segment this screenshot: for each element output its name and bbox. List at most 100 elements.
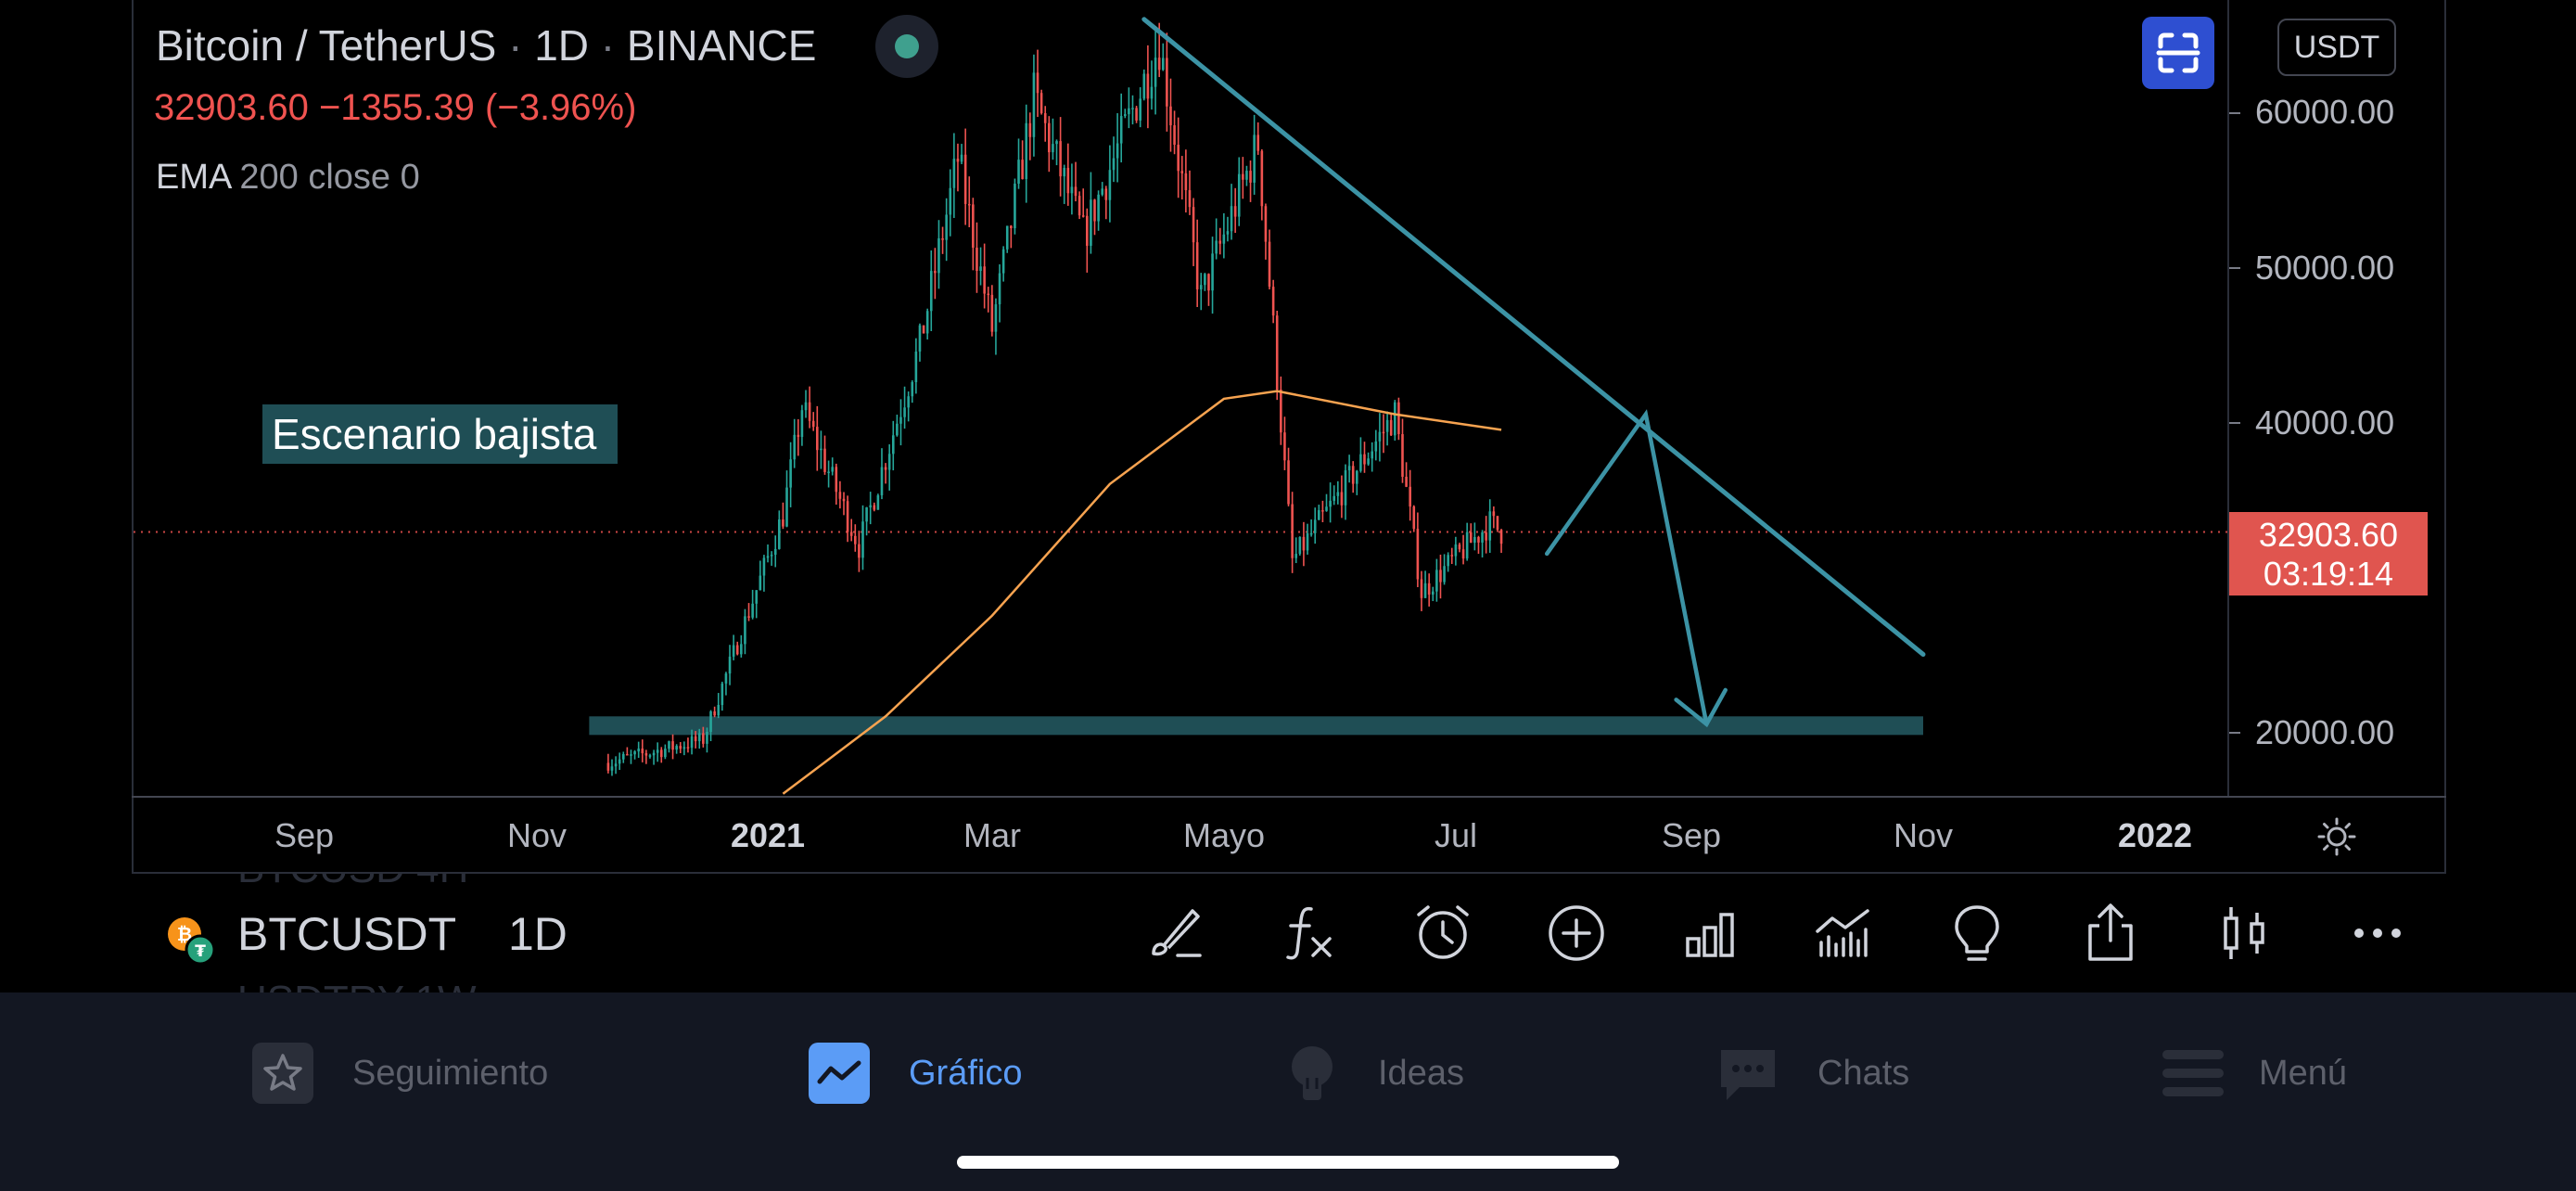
candle-body [1427, 583, 1431, 595]
candle-body [1108, 170, 1112, 200]
indicator-icon[interactable] [1808, 898, 1879, 968]
candle-body [1199, 285, 1203, 289]
candle-body [732, 645, 735, 657]
candle-body [865, 507, 868, 522]
candle-body [1245, 171, 1248, 180]
candle-body [1173, 125, 1176, 146]
share-icon[interactable] [2075, 898, 2146, 968]
candle-body [1298, 536, 1302, 555]
alarm-icon[interactable] [1408, 898, 1478, 968]
candle-body [1036, 72, 1039, 94]
tab-label: Ideas [1378, 1054, 1464, 1093]
brush-icon[interactable] [1141, 898, 1211, 968]
candle-body [1318, 510, 1320, 520]
fullscreen-button[interactable] [2142, 17, 2214, 89]
time-label-sep: Sep [1661, 816, 1722, 854]
candle-body [816, 427, 819, 451]
symbol-button[interactable]: BTCUSDT [237, 908, 457, 960]
candle-body [998, 273, 1001, 305]
plot-area [134, 17, 2227, 795]
legend-price-change: 32903.60 −1355.39 (−3.96%) [154, 87, 637, 128]
candle-body [1139, 98, 1141, 121]
legend-exchange: BINANCE [626, 21, 817, 70]
candle-body [869, 505, 872, 508]
candle-body [858, 544, 861, 558]
bottom-toolbar: BTCUSD 4H USDTRY 1W ₿ ₮ BTCUSDT 1D [132, 874, 2446, 992]
candle-body [751, 603, 754, 618]
candle-body [941, 237, 944, 240]
time-label-nov: Nov [1893, 816, 1954, 854]
currency-button[interactable]: USDT [2277, 19, 2396, 76]
candle-body [831, 467, 835, 472]
candle-body [1412, 506, 1416, 530]
candle-body [1052, 144, 1054, 153]
menu-icon [2162, 1050, 2224, 1096]
candle-body [983, 266, 986, 294]
candle-body [1028, 122, 1032, 137]
candle-body [1233, 206, 1237, 217]
candle-body [1025, 122, 1028, 180]
candle-body [618, 759, 621, 764]
candle-body [671, 741, 674, 750]
svg-text:₿: ₿ [177, 923, 192, 945]
candle-body [1333, 495, 1336, 501]
candle-body [717, 705, 721, 716]
candle-body [644, 753, 648, 756]
candle-body [1192, 207, 1195, 243]
bar-chart-icon[interactable] [1675, 898, 1745, 968]
candle-body [686, 747, 690, 749]
more-icon[interactable] [2342, 898, 2413, 968]
candle-body [1420, 579, 1423, 598]
add-icon[interactable] [1541, 898, 1612, 968]
candle-body [1032, 72, 1036, 137]
market-status-icon[interactable] [875, 15, 938, 78]
function-icon[interactable] [1274, 898, 1345, 968]
candle-body [1256, 134, 1260, 151]
candle-body [697, 733, 701, 742]
chart-settings-icon[interactable] [2316, 816, 2357, 857]
ema-indicator-legend[interactable]: EMA 200 close 0 [156, 158, 420, 198]
tab-label: Gráfico [909, 1054, 1023, 1093]
candle-body [1458, 544, 1461, 550]
ema-200-line [782, 390, 1502, 795]
candle-body [1340, 492, 1344, 506]
candle-body [1021, 160, 1024, 180]
interval-button[interactable]: 1D [508, 908, 567, 960]
candle-body [702, 733, 705, 744]
price-tick-40000: 40000.00 [2255, 403, 2395, 442]
candle-body [1101, 188, 1103, 195]
candle-body [1477, 536, 1480, 543]
candle-body [1074, 186, 1078, 197]
home-indicator [957, 1156, 1619, 1169]
candle-body [1017, 160, 1020, 185]
candle-body [1465, 531, 1469, 559]
price-chart[interactable] [0, 0, 2576, 874]
chart-icon [809, 1043, 870, 1104]
candle-body [770, 555, 773, 557]
idea-icon[interactable] [1942, 898, 2012, 968]
price-tickmark [2229, 422, 2240, 424]
candle-body [1363, 454, 1366, 465]
chart-border-right [2444, 0, 2446, 992]
candle-body [1325, 506, 1328, 511]
candle-body [1237, 173, 1241, 217]
candle-body [849, 531, 853, 536]
candle-body [884, 467, 887, 470]
tab-label: Chats [1817, 1054, 1910, 1093]
candle-body [1447, 555, 1449, 567]
candle-body [1291, 504, 1294, 558]
support-zone [589, 716, 1923, 736]
candle-body [1469, 531, 1473, 544]
candle-body [1454, 544, 1458, 557]
candles-icon[interactable] [2209, 898, 2279, 968]
candle-body [1048, 122, 1051, 153]
text-annotation[interactable]: Escenario bajista [262, 404, 618, 464]
candle-body [1283, 432, 1286, 461]
price-tick-20000: 20000.00 [2255, 713, 2395, 751]
candle-body [876, 494, 880, 510]
candle-body [1294, 554, 1298, 558]
candle-body [709, 711, 712, 733]
symbol-legend[interactable]: Bitcoin / TetherUS · 1D · BINANCE [156, 20, 816, 70]
candle-body [1157, 58, 1161, 70]
candle-body [766, 556, 770, 558]
